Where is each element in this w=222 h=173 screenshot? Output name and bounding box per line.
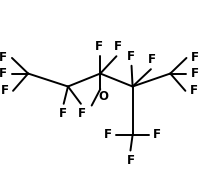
Text: F: F bbox=[59, 107, 67, 120]
Text: F: F bbox=[78, 107, 86, 120]
Text: F: F bbox=[113, 40, 121, 53]
Text: F: F bbox=[0, 84, 8, 97]
Text: F: F bbox=[0, 67, 7, 80]
Text: F: F bbox=[0, 51, 7, 65]
Text: F: F bbox=[191, 67, 199, 80]
Text: F: F bbox=[153, 128, 161, 142]
Text: O: O bbox=[99, 90, 109, 103]
Text: F: F bbox=[127, 153, 135, 167]
Text: F: F bbox=[190, 84, 198, 97]
Text: F: F bbox=[104, 128, 112, 142]
Text: F: F bbox=[127, 50, 135, 63]
Text: F: F bbox=[191, 51, 199, 65]
Text: F: F bbox=[148, 53, 156, 66]
Text: F: F bbox=[95, 40, 103, 53]
